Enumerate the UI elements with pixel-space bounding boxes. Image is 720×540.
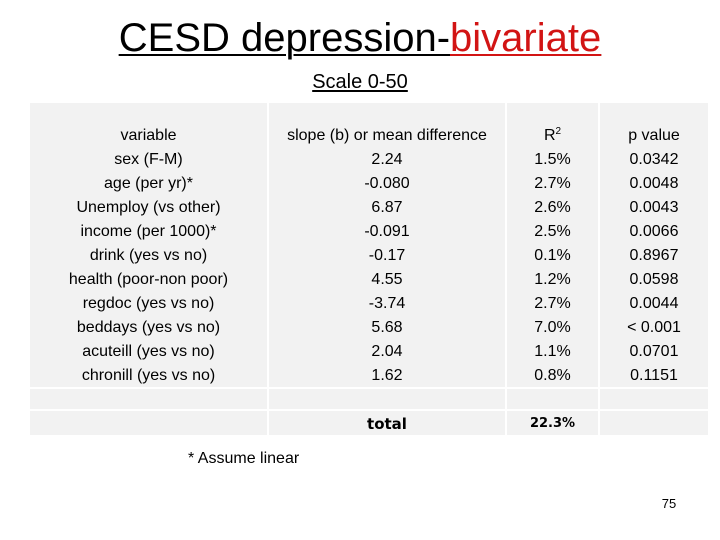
cell-variable: sex (F-M): [114, 151, 183, 168]
header-slope: slope (b) or mean difference: [287, 127, 487, 144]
slide-title: CESD depression-bivariate: [0, 14, 720, 62]
cell-pvalue: 0.0044: [629, 295, 679, 312]
cell-variable: health (poor-non poor): [68, 271, 229, 288]
page-number: 75: [661, 496, 677, 511]
header-pvalue: p value: [628, 127, 680, 144]
cell-slope: -0.080: [364, 175, 410, 192]
cell-pvalue: 0.0598: [629, 271, 679, 288]
column-r2-bg: [507, 103, 598, 435]
header-r2-base: R: [543, 127, 556, 144]
slide-subtitle: Scale 0-50: [0, 70, 720, 94]
cell-r2: 0.8%: [534, 367, 571, 384]
total-label: total: [367, 415, 407, 433]
title-accent: bivariate: [450, 16, 602, 60]
cell-slope: 1.62: [371, 367, 403, 384]
cell-slope: -0.091: [364, 223, 410, 240]
cell-slope: 5.68: [371, 319, 403, 336]
cell-r2: 1.2%: [534, 271, 571, 288]
cell-r2: 7.0%: [534, 319, 571, 336]
column-variable-bg: [30, 103, 267, 435]
cell-r2: 1.1%: [534, 343, 571, 360]
subtitle-text: Scale 0-50: [312, 71, 408, 93]
cell-variable: Unemploy (vs other): [76, 199, 221, 216]
cell-pvalue: 0.0701: [629, 343, 679, 360]
cell-slope: 2.04: [371, 343, 403, 360]
cell-pvalue: 0.0048: [629, 175, 679, 192]
cell-pvalue: < 0.001: [627, 319, 681, 336]
cell-pvalue: 0.0043: [629, 199, 679, 216]
results-table: variable slope (b) or mean difference R2…: [30, 103, 708, 435]
cell-pvalue: 0.8967: [629, 247, 679, 264]
cell-pvalue: 0.0342: [629, 151, 679, 168]
cell-r2: 2.7%: [534, 295, 571, 312]
cell-slope: 2.24: [371, 151, 403, 168]
row-divider: [30, 387, 708, 389]
cell-variable: chronill (yes vs no): [81, 367, 216, 384]
footnote: * Assume linear: [188, 450, 300, 467]
cell-slope: -3.74: [368, 295, 406, 312]
cell-slope: 6.87: [371, 199, 403, 216]
cell-variable: income (per 1000)*: [80, 223, 217, 240]
cell-variable: beddays (yes vs no): [76, 319, 221, 336]
cell-slope: -0.17: [368, 247, 406, 264]
cell-pvalue: 0.0066: [629, 223, 679, 240]
cell-variable: regdoc (yes vs no): [82, 295, 215, 312]
cell-variable: acuteill (yes vs no): [82, 343, 215, 360]
cell-r2: 0.1%: [534, 247, 571, 264]
column-slope-bg: [269, 103, 505, 435]
cell-r2: 2.5%: [534, 223, 571, 240]
cell-slope: 4.55: [371, 271, 403, 288]
cell-pvalue: 0.1151: [630, 367, 678, 384]
cell-r2: 1.5%: [534, 151, 571, 168]
title-main: CESD depression-: [118, 16, 451, 60]
cell-variable: age (per yr)*: [104, 175, 193, 192]
header-r2: R2: [507, 124, 598, 148]
cell-r2: 2.6%: [534, 199, 571, 216]
header-variable: variable: [120, 127, 177, 144]
cell-variable: drink (yes vs no): [89, 247, 208, 264]
total-value: 22.3%: [529, 416, 576, 431]
header-r2-sup: 2: [555, 126, 562, 137]
cell-r2: 2.7%: [534, 175, 571, 192]
column-pvalue-bg: [600, 103, 708, 435]
row-divider: [30, 409, 708, 411]
